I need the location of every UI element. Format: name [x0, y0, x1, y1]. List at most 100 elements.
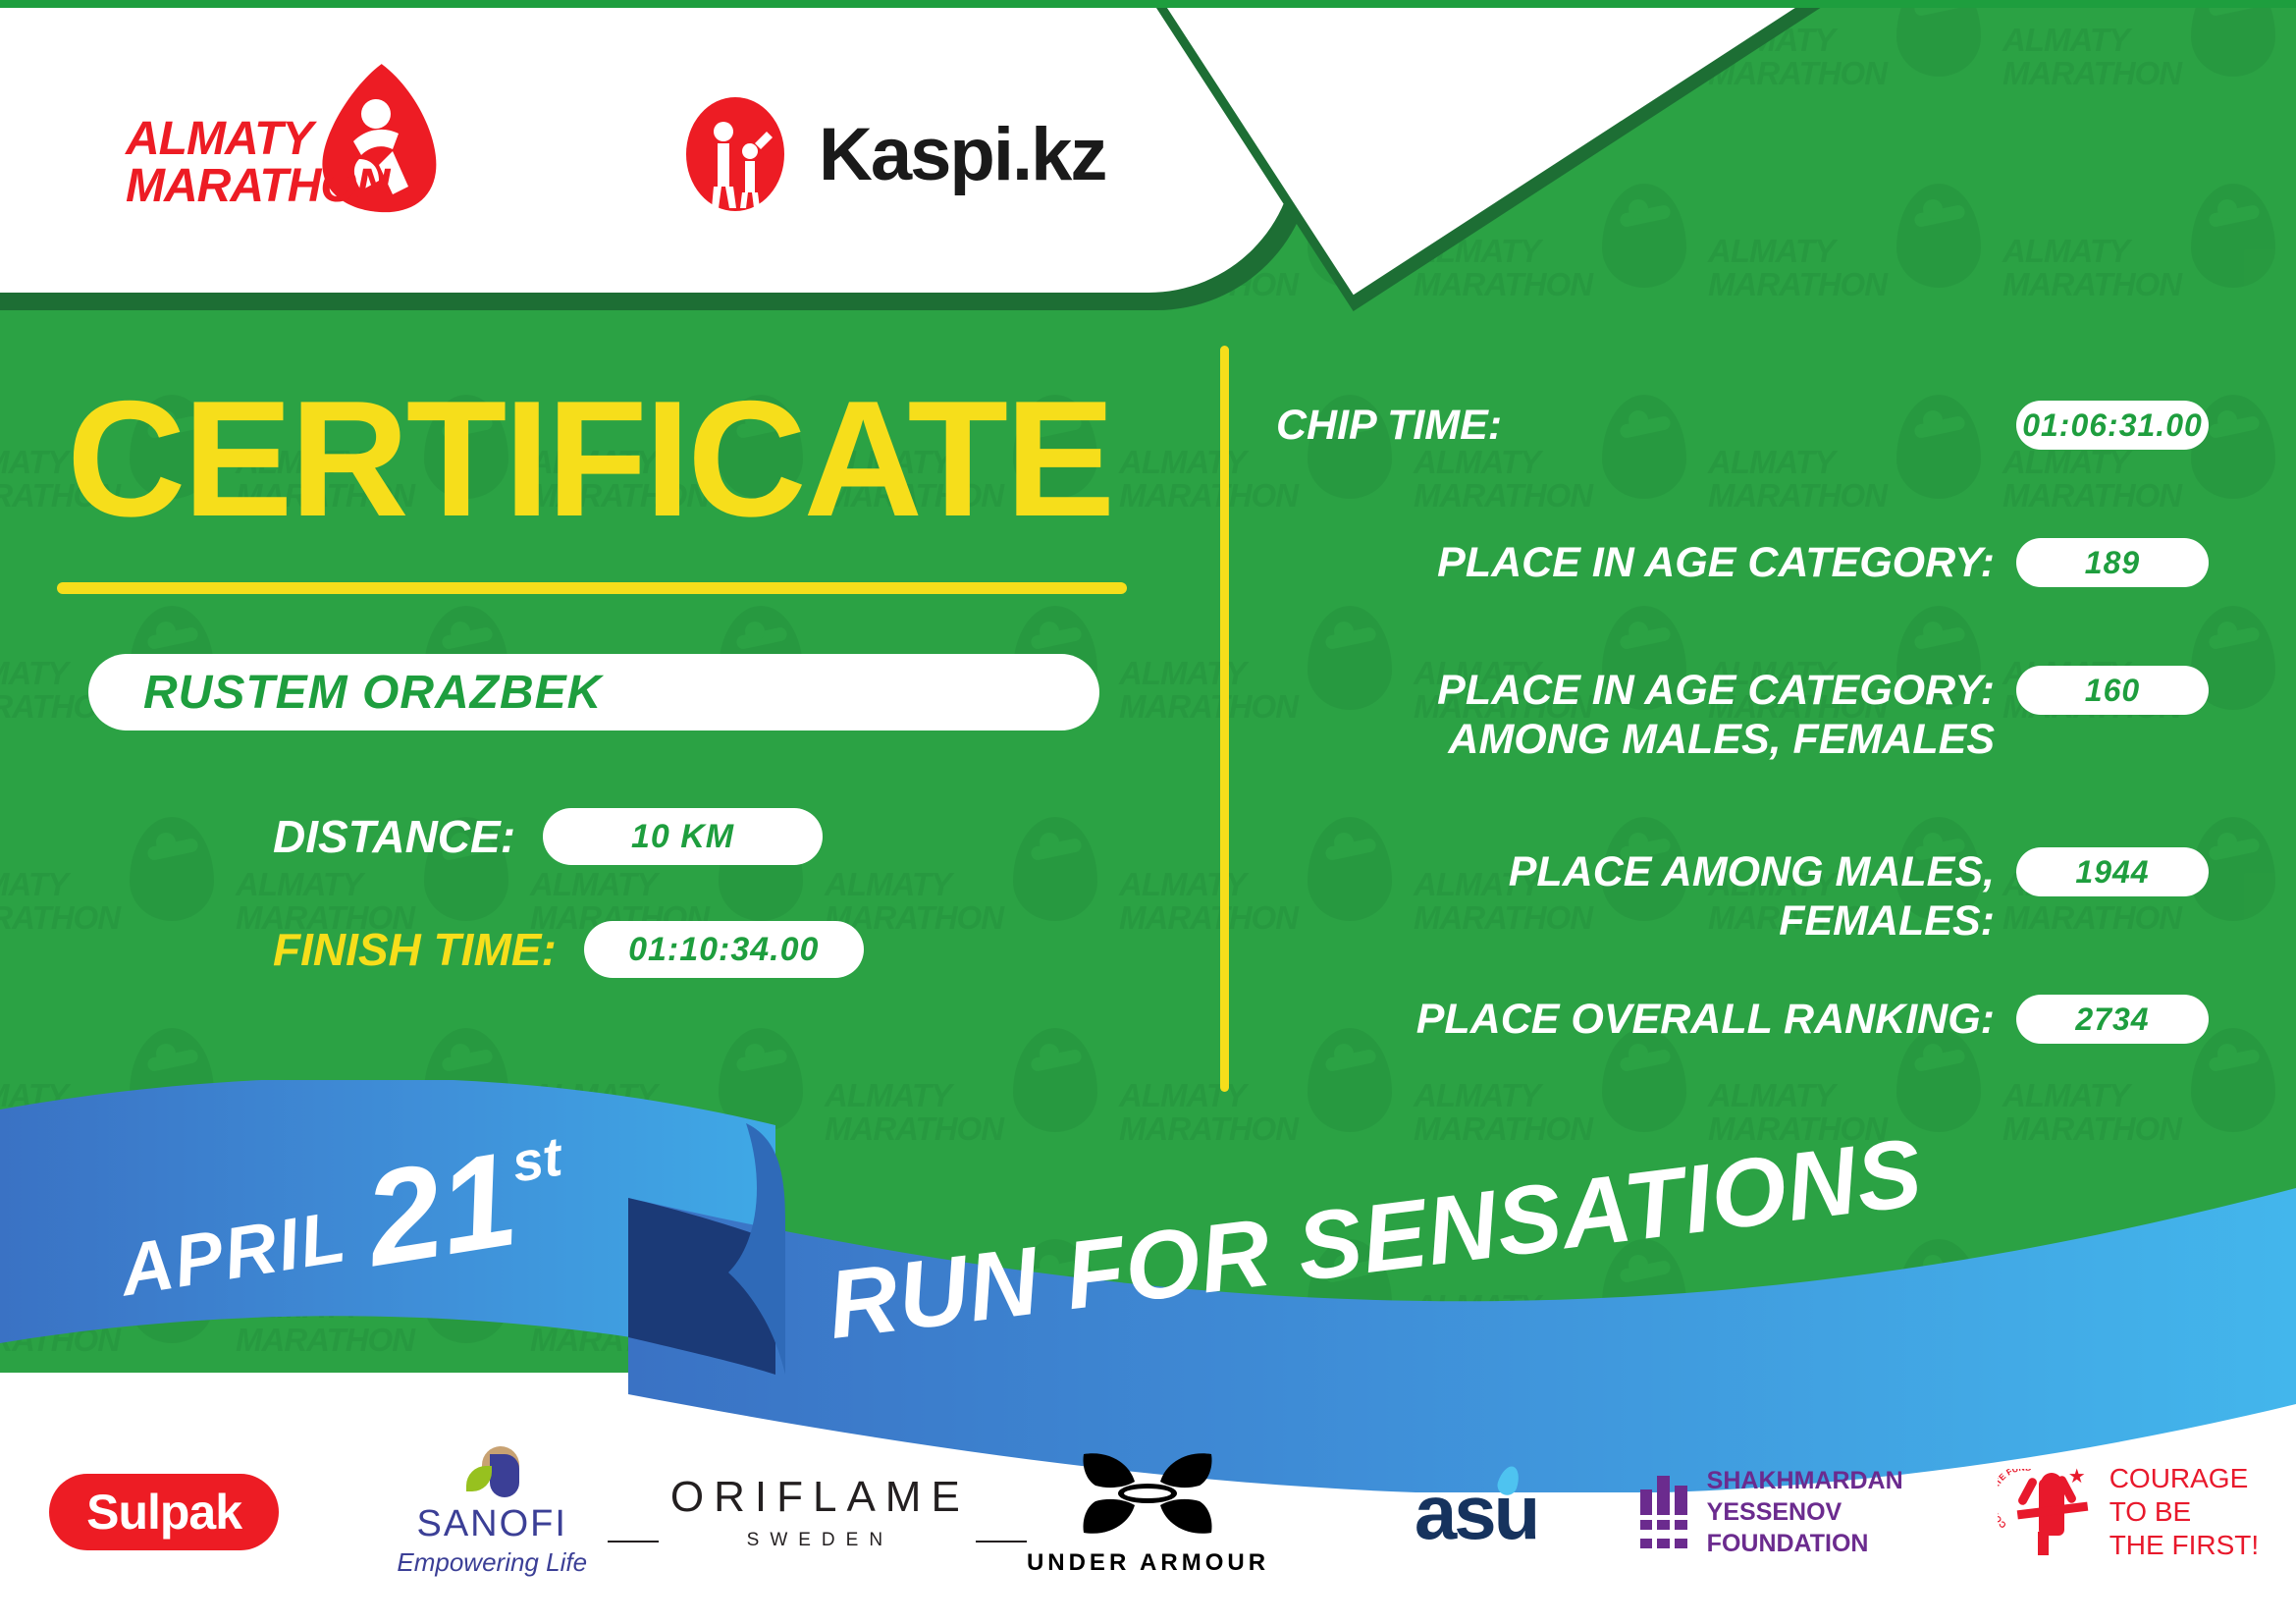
watermark-drop-icon [1013, 817, 1097, 921]
fund-line2: TO BE [2109, 1496, 2192, 1527]
left-column: CERTIFICATE RUSTEM ORAZBEK DISTANCE: 10 … [0, 8, 1158, 1373]
asu-text: asu [1414, 1468, 1540, 1555]
fund-line3: THE FIRST! [2109, 1530, 2260, 1560]
stat-value: 01:06:31.00 [2016, 401, 2209, 450]
sanofi-tagline: Empowering Life [397, 1547, 588, 1577]
sponsor-sanofi: SANOFI Empowering Life [328, 1434, 656, 1591]
almaty-marathon-logo-icon [322, 64, 437, 213]
sponsor-under-armour: UNDER ARMOUR [984, 1434, 1311, 1591]
watermark-drop-icon [1308, 817, 1392, 921]
yessenov-logo-icon [1639, 1472, 1687, 1552]
oriflame-wordmark: ORIFLAME [669, 1473, 970, 1521]
corporate-fund-logo-icon: CORPORATE FUND ★ [1998, 1463, 2096, 1561]
corporate-fund-slogan: COURAGE TO BE THE FIRST! [2109, 1462, 2259, 1562]
finish-time-label: FINISH TIME: [273, 924, 557, 975]
watermark-drop-icon [1013, 395, 1097, 499]
event-day-suffix: st [507, 1124, 566, 1194]
sponsor-oriflame: ORIFLAME SWEDEN [607, 1434, 1027, 1591]
sponsor-corporate-fund: CORPORATE FUND ★ COURAGE TO BE THE FIRST… [1968, 1434, 2296, 1591]
asu-wordmark: asu [1414, 1463, 1540, 1557]
watermark-drop-icon [2191, 184, 2275, 288]
stat-row-place-age-category: PLACE IN AGE CATEGORY: 189 [1276, 538, 2209, 587]
stat-label: PLACE OVERALL RANKING: [1415, 996, 1995, 1043]
sponsor-bar: Sulpak SANOFI Empowering Life ORIFLAME S… [0, 1424, 2296, 1600]
sponsor-yessenov-foundation: SHAKHMARDAN YESSENOV FOUNDATION [1639, 1434, 1968, 1591]
yessenov-wordmark-line1: SHAKHMARDAN YESSENOV [1706, 1467, 1903, 1526]
watermark-drop-icon [424, 395, 508, 499]
watermark-drop-icon [1013, 1028, 1097, 1132]
watermark-drop-icon [1602, 1028, 1686, 1132]
almaty-marathon-wordmark-line1: ALMATY [126, 113, 313, 165]
finish-time-row: FINISH TIME: 01:10:34.00 [273, 921, 864, 978]
distance-value: 10 KM [543, 808, 824, 865]
event-ribbon [0, 1080, 2296, 1492]
watermark-drop-icon [719, 1028, 803, 1132]
watermark-drop-icon [1602, 184, 1686, 288]
watermark-drop-icon [1308, 395, 1392, 499]
title-underline [57, 582, 1127, 594]
sanofi-logo-icon [460, 1446, 523, 1497]
sponsor-sulpak: Sulpak [0, 1434, 328, 1591]
kaspi-wordmark: Kaspi.kz [819, 112, 1107, 196]
yessenov-wordmark-line2: FOUNDATION [1706, 1530, 1869, 1557]
stat-row-place-among-gender: PLACE AMONG MALES, FEMALES: 1944 [1276, 847, 2209, 946]
oriflame-subtitle: SWEDEN [607, 1530, 1027, 1551]
fund-line1: COURAGE [2109, 1463, 2249, 1493]
watermark-drop-icon [1308, 1028, 1392, 1132]
results-column: CHIP TIME: 01:06:31.00 PLACE IN AGE CATE… [1276, 8, 2296, 1373]
watermark-drop-icon [2191, 8, 2275, 77]
participant-name-field: RUSTEM ORAZBEK [88, 654, 1099, 731]
vertical-divider [1220, 346, 1229, 1092]
page-title: CERTIFICATE [67, 366, 1115, 551]
watermark-drop-icon [130, 817, 214, 921]
stat-value: 1944 [2016, 847, 2209, 896]
kaspi-logo-icon [686, 97, 784, 211]
under-armour-wordmark: UNDER ARMOUR [1026, 1548, 1270, 1576]
finish-time-value: 01:10:34.00 [583, 921, 864, 978]
almaty-marathon-wordmark-line2: MARATHON [126, 160, 390, 212]
header-white-block [0, 8, 1296, 293]
sanofi-wordmark: SANOFI [416, 1503, 567, 1544]
watermark-drop-icon [1602, 817, 1686, 921]
watermark-drop-icon [1896, 184, 1981, 288]
watermark-drop-icon [1896, 606, 1981, 710]
participant-name: RUSTEM ORAZBEK [143, 666, 603, 719]
watermark-drop-icon [1896, 8, 1981, 77]
watermark-drop-icon [1602, 606, 1686, 710]
kaspi-logo: Kaspi.kz [677, 96, 1107, 212]
stat-row-place-age-category-gender: PLACE IN AGE CATEGORY: AMONG MALES, FEMAL… [1276, 666, 2209, 764]
